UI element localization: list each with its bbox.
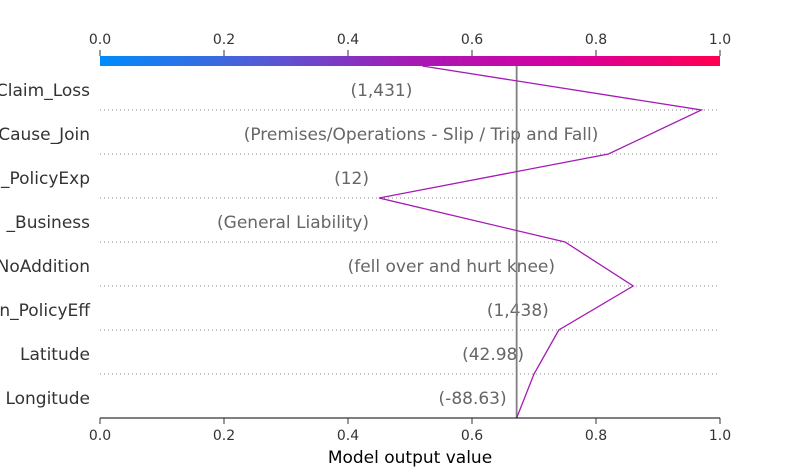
feature-label: _Business <box>6 213 91 233</box>
top-tick-label: 1.0 <box>709 32 731 48</box>
feature-rows: Claim_Loss (1,431) Cause_Join (Premises/Ope… <box>0 81 720 409</box>
feature-value-label: (fell over and hurt knee) <box>348 257 555 277</box>
feature-label: _PolicyExp <box>0 169 90 189</box>
bottom-tick-label: 0.2 <box>213 428 235 444</box>
top-tick-label: 0.2 <box>213 32 235 48</box>
top-tick-label: 0.4 <box>337 32 359 48</box>
feature-value-label: (General Liability) <box>217 213 369 233</box>
top-tick-label: 0.0 <box>89 32 111 48</box>
feature-label: Longitude <box>5 389 90 409</box>
feature-value-label: (42.98) <box>462 345 524 365</box>
feature-label: n_PolicyEff <box>0 301 91 321</box>
feature-value-label: (1,438) <box>487 301 549 321</box>
bottom-axis: 0.0 0.2 0.4 0.6 0.8 1.0 <box>89 418 731 444</box>
feature-label: NoAddition <box>0 257 90 277</box>
feature-value-label: (1,431) <box>350 81 412 101</box>
feature-label: Claim_Loss <box>0 81 90 101</box>
feature-label: Cause_Join <box>0 125 90 145</box>
bottom-tick-label: 0.8 <box>585 428 607 444</box>
decision-path <box>378 65 704 419</box>
feature-value-label: (Premises/Operations - Slip / Trip and F… <box>244 125 599 145</box>
bottom-tick-label: 0.6 <box>461 428 483 444</box>
bottom-tick-label: 1.0 <box>709 428 731 444</box>
feature-value-label: (12) <box>334 169 369 189</box>
top-axis: 0.0 0.2 0.4 0.6 0.8 1.0 <box>89 32 731 56</box>
colorbar <box>100 56 720 66</box>
feature-value-label: (-88.63) <box>439 389 507 409</box>
bottom-tick-label: 0.0 <box>89 428 111 444</box>
bottom-tick-label: 0.4 <box>337 428 359 444</box>
top-tick-label: 0.6 <box>461 32 483 48</box>
top-tick-label: 0.8 <box>585 32 607 48</box>
feature-label: Latitude <box>20 345 90 365</box>
x-axis-title: Model output value <box>328 448 492 468</box>
